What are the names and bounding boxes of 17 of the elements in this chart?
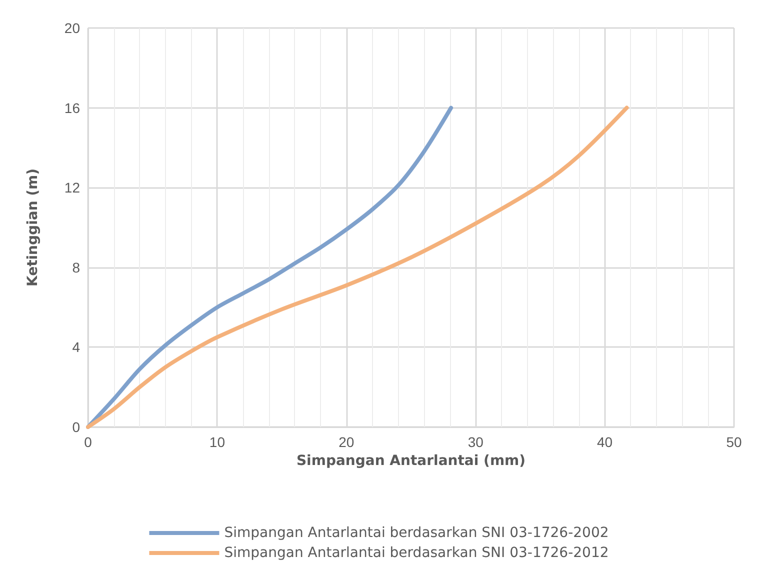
legend-label: Simpangan Antarlantai berdasarkan SNI 03-1726-2012 — [224, 545, 609, 561]
y-tick-label: 0 — [72, 419, 80, 435]
y-tick-label: 20 — [64, 20, 80, 36]
y-tick-label: 12 — [64, 180, 80, 196]
x-tick-label: 40 — [597, 434, 613, 450]
y-tick-label: 8 — [72, 259, 80, 276]
x-tick-label: 30 — [468, 434, 484, 450]
y-axis-title: Ketinggian (m) — [25, 168, 41, 287]
x-axis-title: Simpangan Antarlantai (mm) — [296, 452, 526, 469]
legend-label: Simpangan Antarlantai berdasarkan SNI 03-1726-2002 — [224, 525, 609, 541]
x-tick-label: 10 — [209, 434, 226, 450]
y-tick-label: 4 — [72, 339, 80, 356]
x-tick-label: 0 — [84, 434, 92, 450]
x-tick-label: 20 — [338, 434, 354, 450]
y-tick-label: 16 — [64, 100, 80, 116]
line-series — [86, 106, 629, 429]
x-tick-label: 50 — [726, 434, 742, 450]
